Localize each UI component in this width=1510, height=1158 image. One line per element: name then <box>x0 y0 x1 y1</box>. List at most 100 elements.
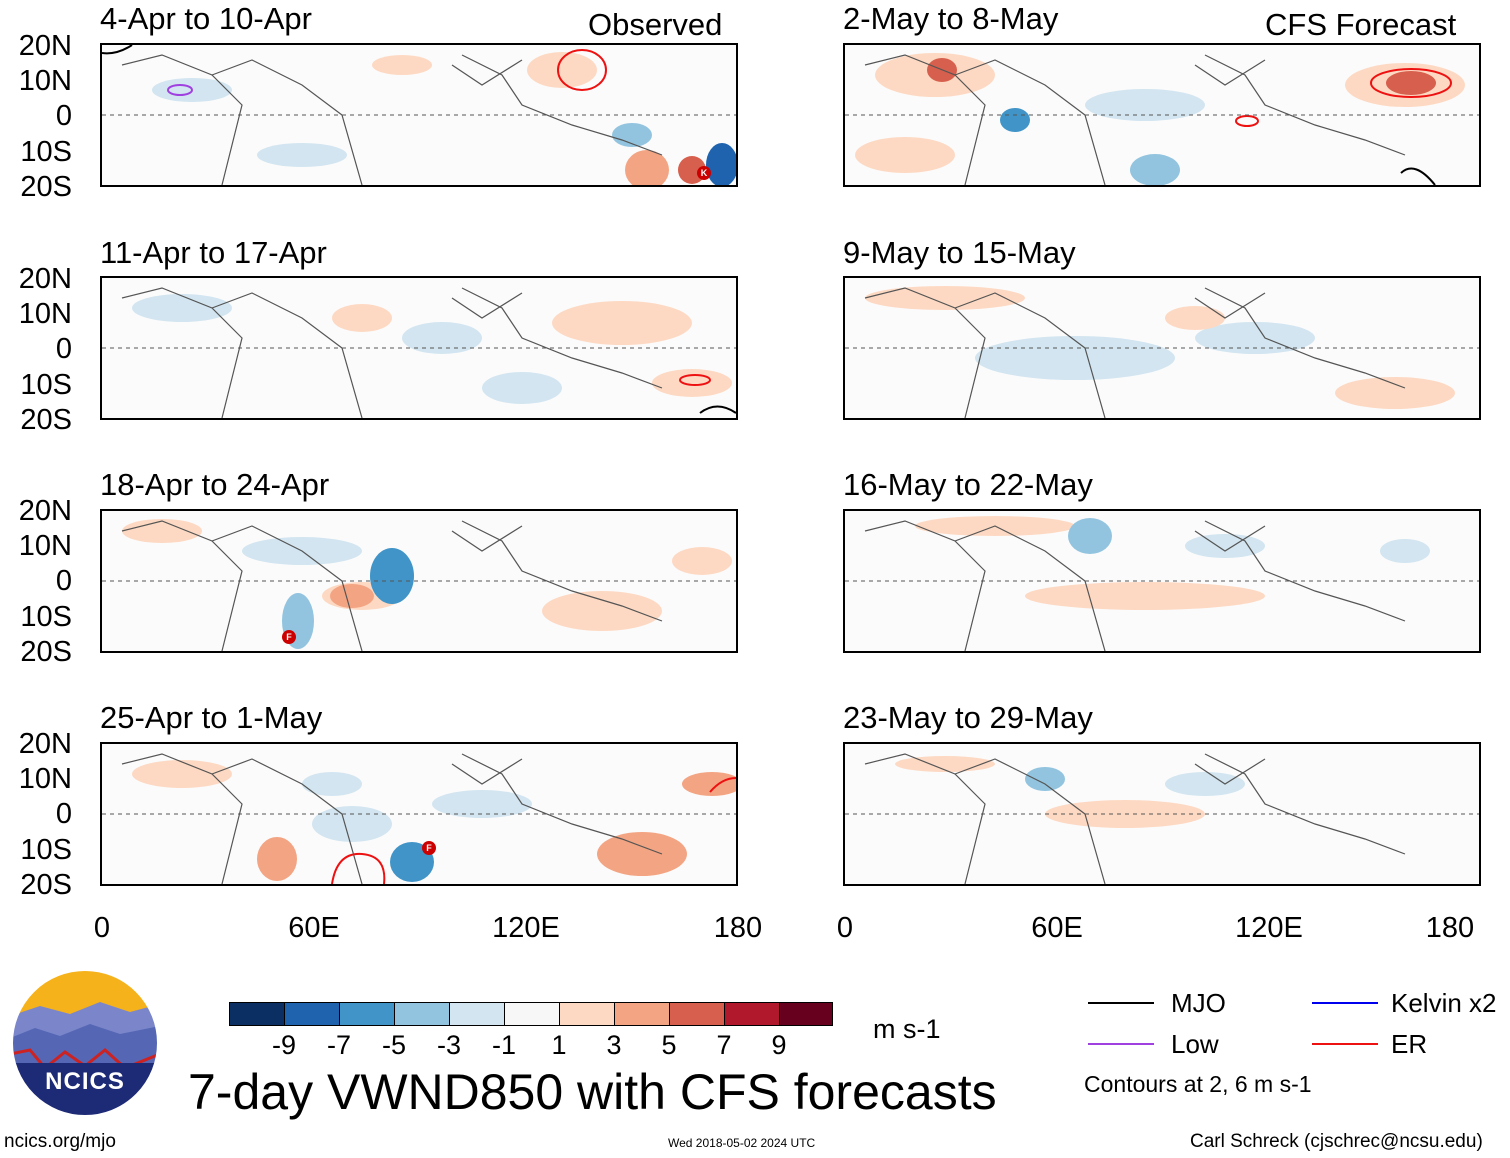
legend-line-kelvin <box>1312 1002 1378 1004</box>
colorbar-swatch <box>669 1002 725 1026</box>
footer-url[interactable]: ncics.org/mjo <box>4 1131 116 1152</box>
lat-label-10n: 10N <box>18 530 72 562</box>
colorbar-tick: -7 <box>326 1030 351 1060</box>
colorbar-tick: -5 <box>381 1030 406 1060</box>
anomaly-neg <box>612 123 652 147</box>
mjo-contour <box>102 45 133 55</box>
anomaly-neg <box>370 548 414 604</box>
colorbar-tick: -3 <box>436 1030 461 1060</box>
er-contour <box>1235 115 1259 127</box>
anomaly-pos <box>122 519 202 543</box>
lat-label-10s: 10S <box>20 369 72 401</box>
anomaly-pos <box>132 760 232 788</box>
colorbar-swatch <box>284 1002 340 1026</box>
anomaly-neg <box>1165 772 1245 796</box>
lat-label-20s: 20S <box>20 869 72 901</box>
coastline <box>121 520 663 651</box>
anomaly-neg <box>1085 89 1205 121</box>
lon-label-120e: 120E <box>492 912 560 944</box>
anomaly-pos <box>625 150 669 185</box>
colorbar-swatch <box>614 1002 670 1026</box>
anomaly-pos <box>372 55 432 75</box>
panel-title-fc-1: 2-May to 8-May <box>843 1 1059 36</box>
map-panel-fc-4 <box>843 742 1481 886</box>
lat-label-20n: 20N <box>18 263 72 295</box>
lat-label-10n: 10N <box>18 65 72 97</box>
anomaly-neg <box>1025 767 1065 791</box>
coastline <box>121 287 663 418</box>
lat-label-10s: 10S <box>20 601 72 633</box>
anomaly-neg <box>432 790 532 818</box>
lon-label-0: 0 <box>93 912 111 944</box>
map-panel-obs-1: K <box>100 43 738 187</box>
er-contour <box>709 777 736 793</box>
lon-label-0: 0 <box>836 912 854 944</box>
lon-label-120e: 120E <box>1235 912 1303 944</box>
colorbar-swatch <box>449 1002 505 1026</box>
map-panel-obs-3: F <box>100 509 738 653</box>
lat-label-eq: 0 <box>55 333 72 365</box>
anomaly-pos <box>597 832 687 876</box>
anomaly-pos <box>1025 582 1265 610</box>
low-contour <box>167 84 193 96</box>
anomaly-pos <box>1386 71 1436 95</box>
colorbar-swatch <box>559 1002 615 1026</box>
anomaly-pos <box>1335 377 1455 409</box>
footer-credit: Carl Schreck (cjschrec@ncsu.edu) <box>1190 1131 1483 1152</box>
storm-marker: F <box>422 841 436 855</box>
panel-title-obs-3: 18-Apr to 24-Apr <box>100 467 330 502</box>
lat-label-20s: 20S <box>20 171 72 203</box>
anomaly-neg <box>482 372 562 404</box>
lat-label-eq: 0 <box>55 798 72 830</box>
legend-label-mjo: MJO <box>1171 988 1226 1018</box>
map-panel-obs-4: F <box>100 742 738 886</box>
logo-text: NCICS <box>45 1068 125 1095</box>
lat-label-20s: 20S <box>20 636 72 668</box>
colorbar-tick: 3 <box>606 1030 622 1060</box>
legend-line-er <box>1312 1043 1378 1045</box>
anomaly-neg <box>1000 108 1030 132</box>
lon-label-60e: 60E <box>1031 912 1083 944</box>
lat-label-20n: 20N <box>18 728 72 760</box>
er-contour <box>1370 68 1452 98</box>
anomaly-neg <box>257 143 347 167</box>
panel-title-fc-4: 23-May to 29-May <box>843 700 1093 735</box>
legend-label-er: ER <box>1391 1029 1428 1059</box>
colorbar-unit: m s-1 <box>873 1014 941 1044</box>
map-panel-fc-1 <box>843 43 1481 187</box>
legend-line-low <box>1088 1043 1154 1045</box>
main-title: 7-day VWND850 with CFS forecasts <box>188 1064 997 1120</box>
colorbar-tick: 5 <box>661 1030 677 1060</box>
lat-label-10s: 10S <box>20 136 72 168</box>
anomaly-pos <box>330 584 374 608</box>
mjo-contour <box>699 405 736 414</box>
mjo-contour <box>1400 167 1436 185</box>
lon-label-180: 180 <box>1425 912 1475 944</box>
lat-label-20n: 20N <box>18 30 72 62</box>
anomaly-pos <box>865 286 1025 310</box>
colorbar-swatch <box>724 1002 780 1026</box>
colorbar-swatch <box>779 1002 833 1026</box>
footer-timestamp: Wed 2018-05-02 2024 UTC <box>668 1136 816 1150</box>
anomaly-neg <box>1380 539 1430 563</box>
anomaly-neg <box>706 143 736 185</box>
lat-label-eq: 0 <box>55 100 72 132</box>
colorbar-tick: -1 <box>491 1030 516 1060</box>
er-contour <box>331 852 386 884</box>
anomaly-pos <box>855 137 955 173</box>
coastline <box>121 753 663 884</box>
colorbar-swatch <box>339 1002 395 1026</box>
anomaly-pos <box>682 772 736 796</box>
anomaly-pos <box>552 301 692 345</box>
map-panel-fc-2 <box>843 276 1481 420</box>
legend-line-mjo <box>1088 1002 1154 1004</box>
anomaly-neg <box>302 772 362 796</box>
anomaly-pos <box>527 52 597 88</box>
er-contour <box>679 374 711 386</box>
anomaly-neg <box>1185 534 1265 558</box>
contours-note: Contours at 2, 6 m s-1 <box>1084 1071 1312 1097</box>
coastline <box>864 520 1406 651</box>
anomaly-neg <box>1130 154 1180 185</box>
anomaly-neg <box>402 322 482 354</box>
anomaly-pos <box>542 591 662 631</box>
